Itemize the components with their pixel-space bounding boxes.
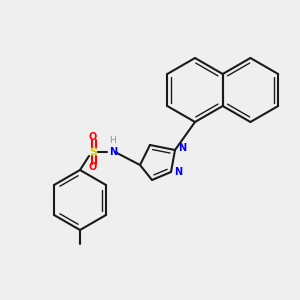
Text: O: O bbox=[89, 132, 97, 142]
Text: S: S bbox=[89, 147, 97, 157]
Text: H: H bbox=[110, 136, 116, 145]
Text: N: N bbox=[109, 147, 117, 157]
Text: N: N bbox=[178, 143, 186, 153]
Text: N: N bbox=[174, 167, 182, 177]
Text: O: O bbox=[89, 162, 97, 172]
